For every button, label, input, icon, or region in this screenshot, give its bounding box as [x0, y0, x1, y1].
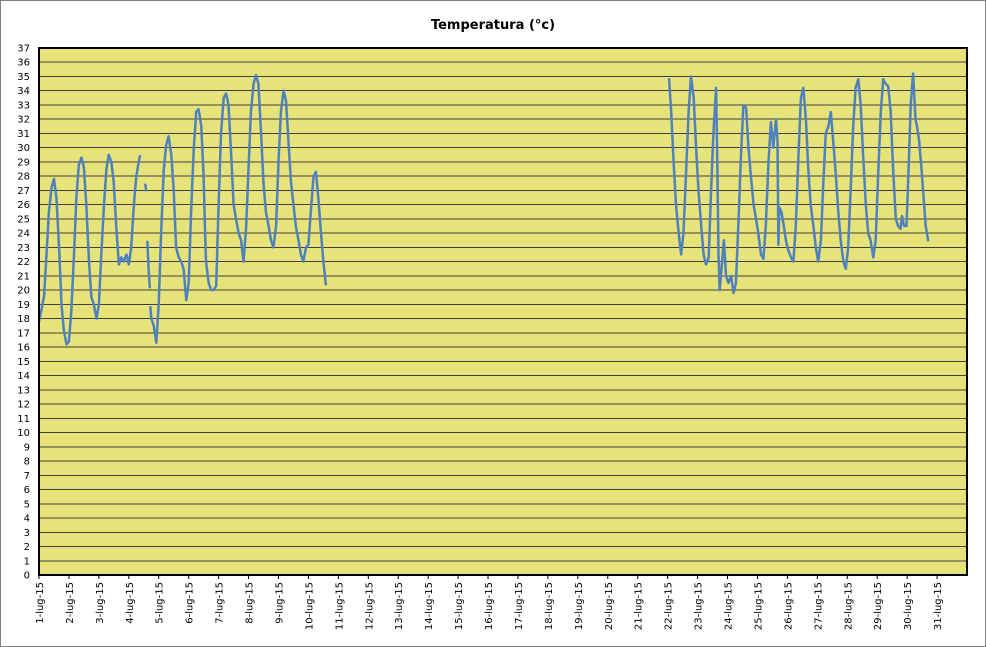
- x-tick-label: 20-lug-15: [604, 582, 615, 630]
- temperature-series-line: [146, 240, 152, 289]
- y-tick-label: 22: [17, 257, 30, 268]
- x-tick-label: 1-lug-15: [35, 582, 46, 624]
- x-tick-label: 8-lug-15: [245, 582, 256, 624]
- y-tick-label: 14: [17, 371, 30, 382]
- x-tick-label: 25-lug-15: [753, 582, 764, 630]
- x-tick-label: 2-lug-15: [65, 582, 76, 624]
- x-tick-label: 21-lug-15: [634, 582, 645, 630]
- y-tick-label: 6: [24, 485, 30, 496]
- y-tick-label: 17: [17, 328, 30, 339]
- temperature-series-line: [37, 153, 142, 346]
- x-tick-label: 16-lug-15: [484, 582, 495, 630]
- y-tick-label: 8: [24, 457, 30, 468]
- x-tick-label: 26-lug-15: [783, 582, 794, 630]
- plot-border: [38, 47, 968, 576]
- x-tick-label: 11-lug-15: [334, 582, 345, 630]
- x-tick-label: 31-lug-15: [933, 582, 944, 630]
- x-tick-label: 13-lug-15: [394, 582, 405, 630]
- temperature-series-line: [144, 183, 148, 192]
- x-tick-label: 7-lug-15: [215, 582, 226, 624]
- x-tick-label: 10-lug-15: [304, 582, 315, 630]
- y-tick-label: 27: [17, 186, 30, 197]
- y-tick-label: 25: [17, 214, 30, 225]
- y-tick-label: 28: [17, 172, 30, 183]
- y-tick-label: 18: [17, 314, 30, 325]
- x-tick-label: 5-lug-15: [155, 582, 166, 624]
- y-tick-label: 15: [17, 357, 30, 368]
- x-tick-label: 19-lug-15: [574, 582, 585, 630]
- x-tick-label: 4-lug-15: [125, 582, 136, 624]
- x-tick-label: 6-lug-15: [185, 582, 196, 624]
- y-tick-label: 1: [24, 556, 30, 567]
- y-tick-label: 26: [17, 200, 30, 211]
- y-tick-label: 7: [24, 471, 30, 482]
- y-tick-label: 13: [17, 385, 30, 396]
- y-tick-label: 19: [17, 300, 30, 311]
- x-tick-label: 30-lug-15: [903, 582, 914, 630]
- y-tick-label: 24: [17, 229, 30, 240]
- y-tick-label: 37: [17, 44, 30, 55]
- y-tick-label: 29: [17, 157, 30, 168]
- y-tick-label: 23: [17, 243, 30, 254]
- y-tick-label: 21: [17, 271, 30, 282]
- x-tick-label: 27-lug-15: [813, 582, 824, 630]
- y-tick-label: 20: [17, 286, 30, 297]
- y-tick-label: 3: [24, 528, 30, 539]
- temperature-series-line: [149, 73, 328, 345]
- x-tick-label: 12-lug-15: [364, 582, 375, 630]
- y-tick-label: 9: [24, 442, 30, 453]
- x-tick-label: 22-lug-15: [664, 582, 675, 630]
- chart-title: Temperatura (°c): [431, 18, 555, 33]
- y-tick-label: 30: [17, 143, 30, 154]
- x-tick-label: 3-lug-15: [95, 582, 106, 624]
- y-tick-label: 34: [17, 86, 30, 97]
- y-tick-label: 4: [24, 514, 30, 525]
- y-tick-label: 16: [17, 343, 30, 354]
- x-tick-label: 23-lug-15: [694, 582, 705, 630]
- y-tick-label: 0: [24, 571, 30, 582]
- x-tick-label: 9-lug-15: [274, 582, 285, 624]
- y-tick-label: 31: [17, 129, 30, 140]
- y-tick-label: 11: [17, 414, 30, 425]
- y-tick-label: 10: [17, 428, 30, 439]
- x-tick-label: 28-lug-15: [843, 582, 854, 630]
- y-tick-label: 2: [24, 542, 30, 553]
- y-tick-label: 5: [24, 499, 30, 510]
- x-tick-label: 14-lug-15: [424, 582, 435, 630]
- x-tick-label: 24-lug-15: [724, 582, 735, 630]
- y-tick-label: 36: [17, 58, 30, 69]
- x-tick-label: 17-lug-15: [514, 582, 525, 630]
- y-tick-label: 32: [17, 115, 30, 126]
- y-tick-label: 33: [17, 100, 30, 111]
- y-tick-label: 35: [17, 72, 30, 83]
- temperature-series-line: [667, 72, 930, 295]
- y-tick-label: 12: [17, 400, 30, 411]
- x-tick-label: 15-lug-15: [454, 582, 465, 630]
- x-tick-label: 29-lug-15: [873, 582, 884, 630]
- x-tick-label: 18-lug-15: [544, 582, 555, 630]
